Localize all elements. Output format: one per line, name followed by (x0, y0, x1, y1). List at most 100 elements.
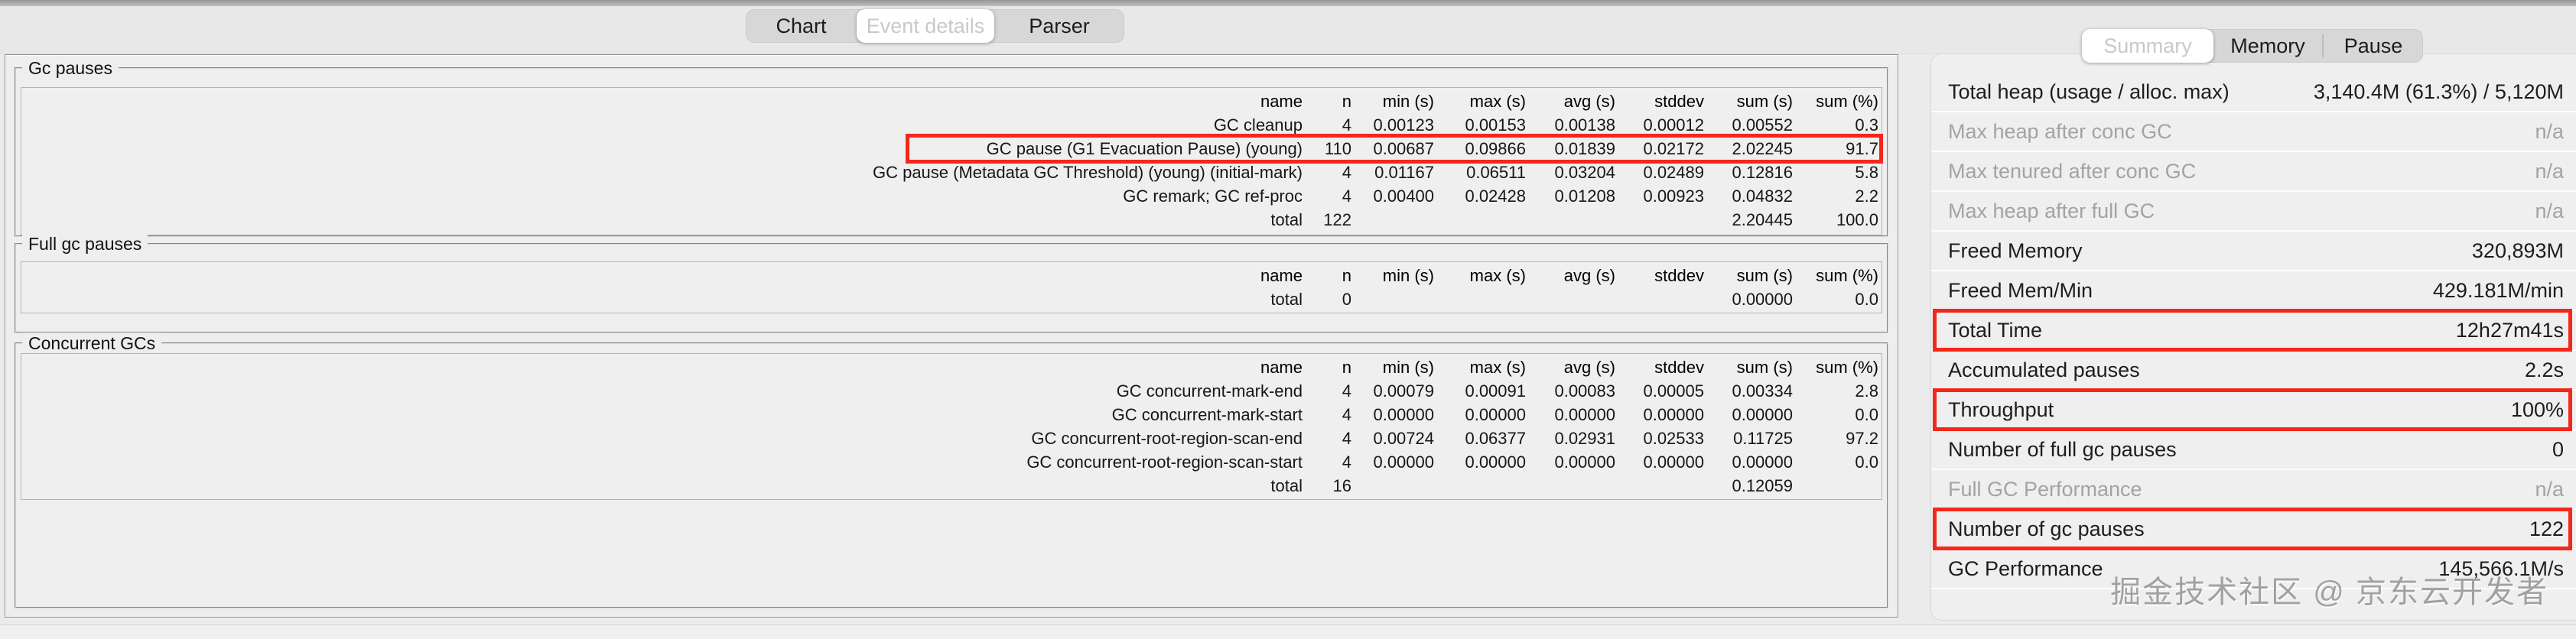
summary-value: 429.181M/min (2432, 278, 2564, 302)
summary-value: 145,566.1M/s (2438, 556, 2564, 580)
summary-value: n/a (2535, 199, 2564, 222)
cell-name: GC concurrent-mark-end (1116, 381, 1303, 401)
cell-max: 0.09866 (1465, 138, 1526, 158)
bottom-strip (0, 624, 2576, 639)
summary-value: n/a (2535, 119, 2564, 143)
cell-avg: 0.00083 (1554, 381, 1615, 401)
cell-n: 110 (1324, 138, 1351, 158)
table-row: GC pause (Metadata GC Threshold) (young)… (24, 161, 1878, 184)
cell-sum_pct: 0.0 (1855, 452, 1878, 472)
summary-label: Number of full gc pauses (1948, 437, 2177, 461)
cell-stddev: 0.00000 (1643, 452, 1704, 472)
cell-name: GC remark; GC ref-proc (1123, 186, 1303, 206)
column-header: avg (s) (1563, 265, 1615, 285)
cell-n: 4 (1342, 162, 1351, 182)
table-row: GC cleanup 4 0.00123 0.00153 0.00138 0.00012 0… (24, 113, 1878, 137)
column-header: avg (s) (1563, 91, 1615, 111)
cell-stddev: 0.00923 (1643, 186, 1704, 206)
table-header-row: name n min (s) max (s) avg (s) stddev sum (s) s… (24, 264, 1878, 287)
column-header: min (s) (1382, 91, 1434, 111)
section-title: Gc pauses (22, 57, 119, 79)
column-header: name (1260, 265, 1303, 285)
cell-min: 0.00724 (1373, 428, 1434, 448)
cell-n: 0 (1342, 289, 1351, 309)
concurrent-gcs-table: name n min (s) max (s) avg (s) stddev sum (s) s… (21, 353, 1882, 500)
column-header: sum (s) (1736, 91, 1793, 111)
summary-value: 100% (2510, 397, 2564, 421)
tab-pause[interactable]: Pause (2343, 34, 2403, 57)
table-row: GC concurrent-root-region-scan-end 4 0.007… (24, 427, 1878, 450)
summary-row: Total Time 12h27m41s (1931, 309, 2576, 352)
cell-sum_pct: 0.0 (1855, 404, 1878, 424)
cell-min: 0.00000 (1373, 404, 1434, 424)
tab-parser[interactable]: Parser (1029, 14, 1090, 37)
summary-label: Total Time (1948, 318, 2043, 342)
section-title: Full gc pauses (22, 233, 148, 255)
cell-name: GC pause (Metadata GC Threshold) (young)… (872, 162, 1303, 182)
summary-row: Throughput 100% (1931, 388, 2576, 431)
cell-sum: 0.00334 (1732, 381, 1793, 401)
cell-name: GC concurrent-mark-start (1111, 404, 1303, 424)
cell-name: total (1270, 209, 1303, 229)
summary-label: Accumulated pauses (1948, 358, 2140, 381)
cell-stddev: 0.00005 (1643, 381, 1704, 401)
cell-n: 4 (1342, 186, 1351, 206)
table-row: total 122 2.20445 100.0 (24, 208, 1878, 232)
table-row: GC remark; GC ref-proc 4 0.00400 0.02428 0.0… (24, 184, 1878, 208)
cell-avg: 0.01208 (1554, 186, 1615, 206)
main-tab-bar: Chart Event details Parser (746, 9, 1124, 43)
column-header: avg (s) (1563, 357, 1615, 377)
summary-label: Max tenured after conc GC (1948, 159, 2197, 183)
table-header-row: name n min (s) max (s) avg (s) stddev sum (s) s… (24, 355, 1878, 379)
cell-n: 4 (1342, 428, 1351, 448)
cell-avg: 0.02931 (1554, 428, 1615, 448)
cell-sum: 0.00000 (1732, 404, 1793, 424)
column-header: stddev (1654, 357, 1704, 377)
summary-row: Number of gc pauses 122 (1931, 508, 2576, 550)
column-header: max (s) (1469, 357, 1526, 377)
cell-min: 0.00400 (1373, 186, 1434, 206)
summary-label: Freed Mem/Min (1948, 278, 2093, 302)
section-concurrent-gcs: Concurrent GCs name n min (s) max (s) avg (s… (15, 332, 1888, 608)
summary-row: Max heap after conc GC n/a (1931, 112, 2576, 152)
summary-row: Max tenured after conc GC n/a (1931, 152, 2576, 192)
summary-value: 12h27m41s (2455, 318, 2564, 342)
column-header: max (s) (1469, 265, 1526, 285)
tab-chart[interactable]: Chart (776, 14, 827, 37)
cell-sum_pct: 2.8 (1855, 381, 1878, 401)
summary-label: Max heap after conc GC (1948, 119, 2172, 143)
summary-rows: Total heap (usage / alloc. max) 3,140.4M … (1931, 73, 2576, 589)
tab-event-details[interactable]: Event details (857, 9, 994, 43)
cell-avg: 0.01839 (1554, 138, 1615, 158)
summary-panel: Total heap (usage / alloc. max) 3,140.4M … (1930, 54, 2576, 621)
summary-value: 3,140.4M (61.3%) / 5,120M (2313, 79, 2564, 103)
summary-value: 122 (2529, 517, 2564, 540)
cell-max: 0.06511 (1466, 162, 1526, 182)
summary-value: n/a (2535, 477, 2564, 501)
section-gc-pauses: Gc pauses name n min (s) max (s) avg (s) stdd… (15, 57, 1888, 237)
table-row: total 0 0.00000 0.0 (24, 287, 1878, 311)
column-header: n (1342, 91, 1351, 111)
cell-n: 4 (1342, 381, 1351, 401)
tab-memory[interactable]: Memory (2230, 34, 2305, 57)
cell-sum: 0.12816 (1732, 162, 1793, 182)
cell-avg: 0.00000 (1554, 452, 1615, 472)
cell-sum_pct: 5.8 (1855, 162, 1878, 182)
cell-stddev: 0.02533 (1643, 428, 1704, 448)
column-header: sum (%) (1816, 265, 1878, 285)
cell-sum: 0.00000 (1732, 452, 1793, 472)
cell-avg: 0.00000 (1554, 404, 1615, 424)
cell-stddev: 0.02172 (1643, 138, 1704, 158)
cell-sum: 2.20445 (1732, 209, 1793, 229)
cell-n: 4 (1342, 115, 1351, 135)
window-titlebar (0, 0, 2576, 6)
column-header: sum (%) (1816, 357, 1878, 377)
summary-row: Total heap (usage / alloc. max) 3,140.4M … (1931, 73, 2576, 112)
cell-stddev: 0.02489 (1643, 162, 1704, 182)
summary-row: Full GC Performance n/a (1931, 470, 2576, 510)
cell-min: 0.01167 (1374, 162, 1434, 182)
tab-summary[interactable]: Summary (2082, 29, 2213, 63)
summary-value: n/a (2535, 159, 2564, 183)
summary-row: Freed Memory 320,893M (1931, 232, 2576, 271)
